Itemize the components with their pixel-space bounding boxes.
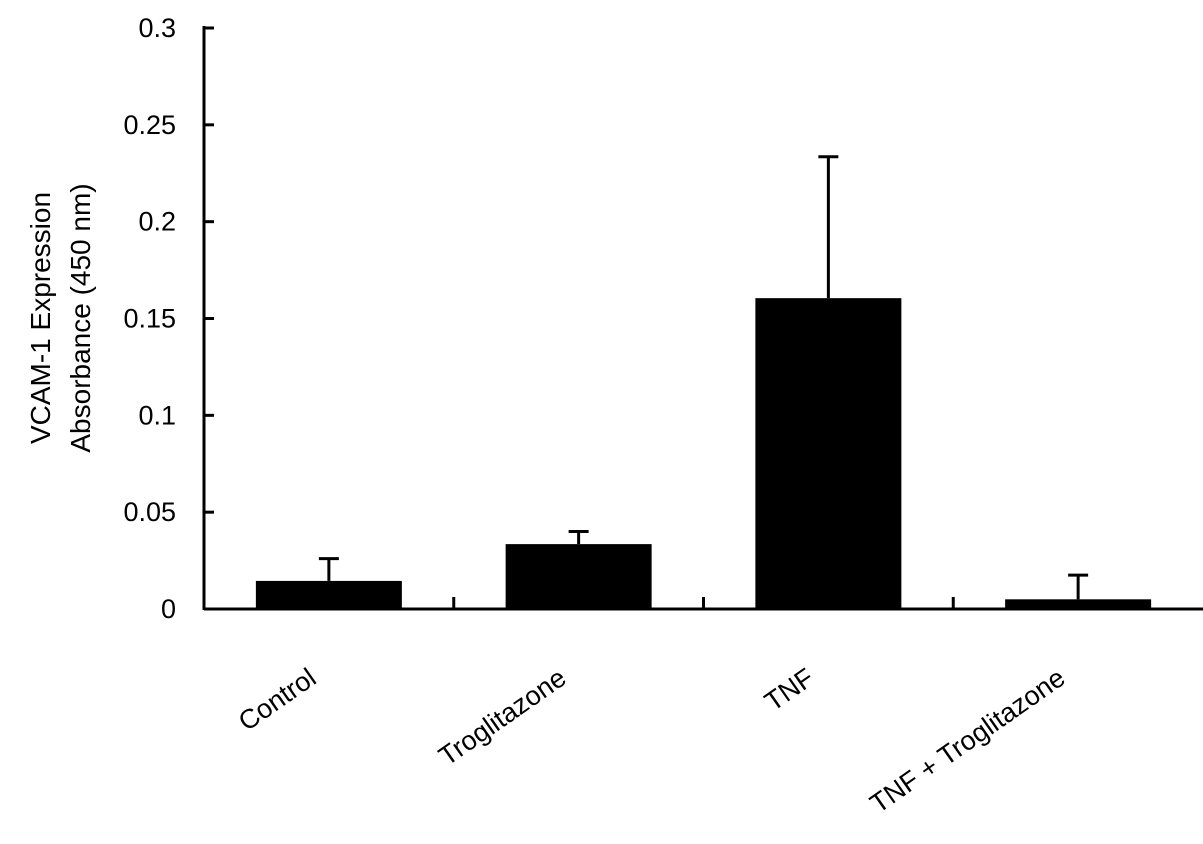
bar [1005, 599, 1152, 609]
y-tick-label: 0.25 [123, 110, 176, 140]
y-tick-label: 0.1 [138, 400, 176, 430]
x-category-label: TNF [759, 662, 819, 717]
y-axis-ticks: 0 0.05 0.1 0.15 0.2 0.25 0.3 [123, 13, 214, 624]
category-labels: Control Troglitazone TNF TNF + Troglitazone [233, 662, 1071, 819]
bar [255, 580, 402, 609]
y-tick-label: 0 [161, 594, 176, 624]
axes [202, 26, 1203, 611]
y-tick-label: 0.15 [123, 304, 176, 334]
bar [755, 298, 902, 609]
x-category-label: Troglitazone [433, 662, 571, 771]
bars [255, 155, 1152, 609]
y-axis-title-line-2: Absorbance (450 nm) [65, 183, 96, 452]
y-tick-label: 0.05 [123, 497, 176, 527]
x-category-label: Control [233, 662, 322, 737]
x-category-label: TNF + Troglitazone [865, 662, 1071, 819]
y-tick-label: 0.2 [138, 207, 176, 237]
bar [505, 544, 652, 609]
y-tick-label: 0.3 [138, 13, 176, 43]
y-axis-title-line-1: VCAM-1 Expression [25, 192, 56, 444]
